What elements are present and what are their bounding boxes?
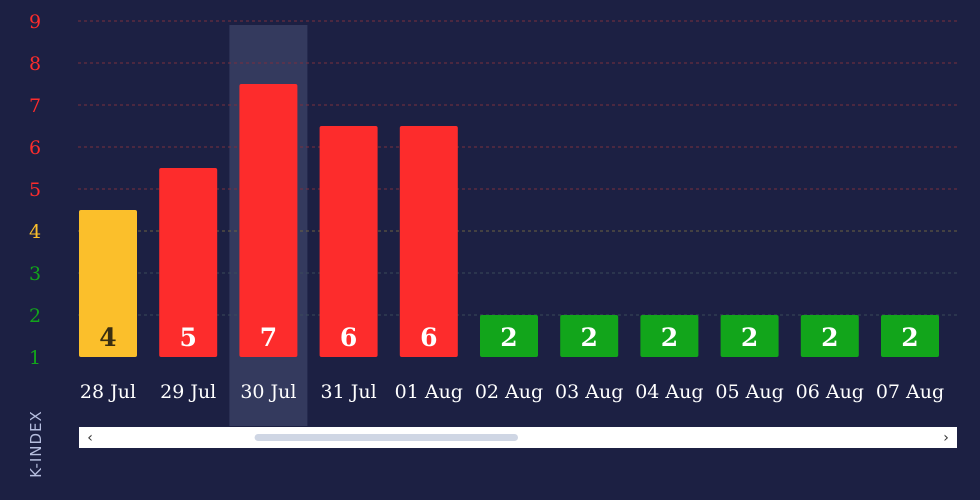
bar-6[interactable] bbox=[560, 315, 619, 357]
bar-7[interactable] bbox=[640, 315, 699, 357]
x-tick-label: 29 Jul bbox=[160, 381, 216, 403]
x-tick-label: 03 Aug bbox=[555, 381, 623, 403]
bar-value-label: 2 bbox=[661, 323, 678, 352]
y-tick-label: 8 bbox=[29, 53, 41, 75]
bar-4[interactable] bbox=[399, 126, 458, 357]
x-tick-label: 04 Aug bbox=[635, 381, 703, 403]
y-tick-label: 9 bbox=[29, 11, 41, 33]
y-tick-label: 7 bbox=[29, 95, 41, 117]
y-tick-label: 1 bbox=[29, 347, 41, 369]
y-tick-label: 5 bbox=[29, 179, 41, 201]
y-axis-title: K-INDEX bbox=[27, 410, 45, 478]
scroll-right-arrow-icon[interactable]: › bbox=[943, 430, 949, 446]
bar-9[interactable] bbox=[800, 315, 859, 357]
bar-value-label: 6 bbox=[420, 323, 437, 352]
bar-2[interactable] bbox=[239, 84, 298, 357]
scrollbar-thumb[interactable] bbox=[254, 434, 518, 441]
bar-value-label: 2 bbox=[741, 323, 758, 352]
y-tick-label: 3 bbox=[29, 263, 41, 285]
x-tick-label: 07 Aug bbox=[876, 381, 944, 403]
x-tick-label: 06 Aug bbox=[796, 381, 864, 403]
bar-3[interactable] bbox=[319, 126, 378, 357]
bar-1[interactable] bbox=[159, 168, 218, 357]
y-tick-label: 2 bbox=[29, 305, 41, 327]
x-tick-label: 01 Aug bbox=[395, 381, 463, 403]
bar-value-label: 2 bbox=[901, 323, 918, 352]
bar-value-label: 2 bbox=[821, 323, 838, 352]
bar-value-label: 6 bbox=[340, 323, 357, 352]
x-tick-label: 05 Aug bbox=[715, 381, 783, 403]
bar-value-label: 4 bbox=[99, 323, 116, 352]
bar-0[interactable] bbox=[79, 210, 137, 357]
bar-value-label: 5 bbox=[179, 323, 196, 352]
x-tick-label: 02 Aug bbox=[475, 381, 543, 403]
bar-5[interactable] bbox=[480, 315, 538, 357]
y-tick-label: 4 bbox=[29, 221, 41, 243]
x-tick-label: 31 Jul bbox=[321, 381, 377, 403]
bar-8[interactable] bbox=[720, 315, 779, 357]
x-tick-label: 30 Jul bbox=[240, 381, 296, 403]
scroll-left-arrow-icon[interactable]: ‹ bbox=[87, 430, 93, 446]
bar-value-label: 2 bbox=[500, 323, 517, 352]
bar-value-label: 7 bbox=[260, 323, 277, 352]
x-tick-label: 28 Jul bbox=[80, 381, 136, 403]
bar-value-label: 2 bbox=[580, 323, 597, 352]
bar-10[interactable] bbox=[881, 315, 939, 357]
y-tick-label: 6 bbox=[29, 137, 41, 159]
